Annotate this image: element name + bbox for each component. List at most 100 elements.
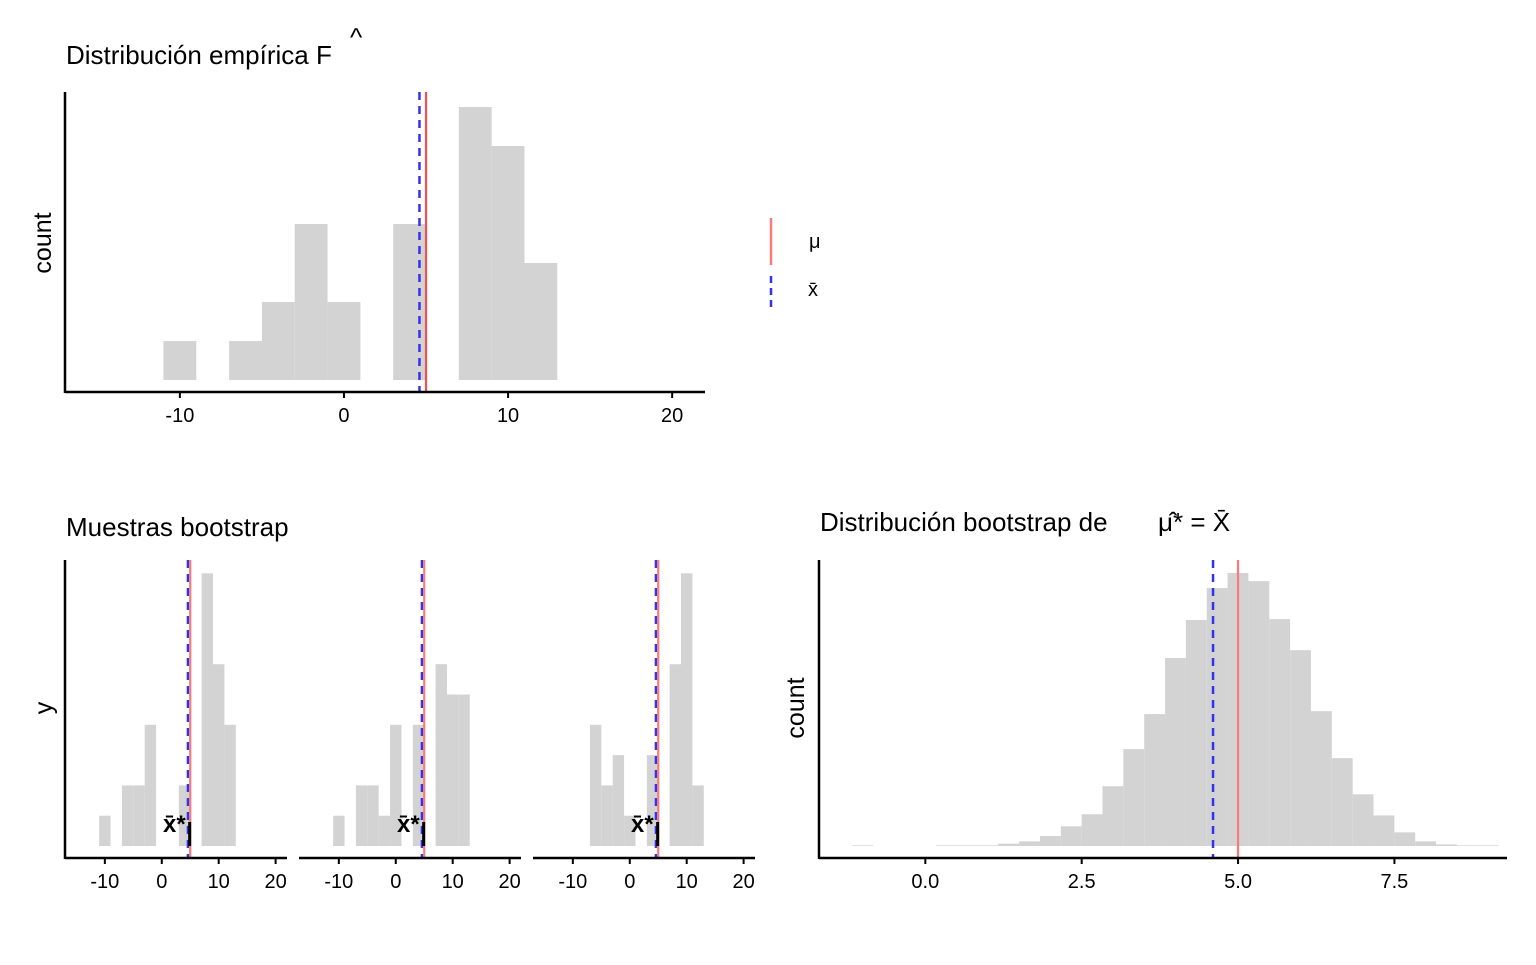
histogram-bar (1269, 619, 1291, 846)
xbar-star-label: x̄* (631, 811, 654, 838)
histogram-bar (201, 573, 213, 846)
panel-title-bootstrap-samples: Muestras bootstrap (66, 512, 289, 542)
x-tick-label: 10 (676, 871, 698, 893)
panel-title-empirical: Distribución empírica F (66, 40, 332, 70)
panel-title-bootstrap-distribution: Distribución bootstrap de (820, 507, 1108, 537)
histogram-bar (333, 815, 345, 846)
histogram-bar (1123, 749, 1145, 846)
histogram-bar (178, 785, 191, 846)
x-tick-label: 20 (498, 871, 520, 893)
histogram-bar (224, 724, 236, 846)
histogram-bar (1081, 814, 1103, 846)
histogram-bar (601, 785, 613, 846)
x-tick-label: 0 (390, 871, 401, 893)
x-tick-label: -10 (90, 871, 119, 893)
plot-area: -10 0 10 20 x̄* -10 0 10 20 x̄* -10 0 10 20 x̄* (63, 560, 755, 893)
xbar-star-label: x̄* (397, 811, 420, 838)
histogram-bar (1477, 845, 1499, 846)
histogram-bar (378, 815, 391, 846)
bootstrap-sample-facet: -10 0 10 20 x̄* (533, 560, 755, 893)
histogram-bar (1019, 841, 1040, 846)
title-math: μ̂* = X̄ (1158, 507, 1230, 537)
histogram-bar (133, 785, 145, 846)
histogram-bar (1394, 832, 1416, 846)
x-tick-label: -10 (165, 405, 194, 427)
histogram-bar (1060, 826, 1082, 846)
histogram-bar (213, 664, 225, 846)
histogram-bar (524, 263, 558, 380)
histogram-bar (447, 694, 459, 846)
histogram-bar (1290, 650, 1311, 846)
histogram-bar (1456, 845, 1478, 846)
x-tick-label: 7.5 (1381, 871, 1409, 893)
x-tick-label: 0 (338, 405, 349, 427)
x-tick-label: 5.0 (1224, 871, 1252, 893)
legend-mu-label: μ (809, 231, 821, 253)
x-tick-label: 2.5 (1068, 871, 1096, 893)
histogram-bar (144, 724, 157, 846)
histogram-bar (669, 664, 681, 846)
xbar-star-label: x̄* (163, 811, 186, 838)
x-tick-label: -10 (324, 871, 353, 893)
histogram-bar (1373, 815, 1395, 846)
histogram-bar (1436, 844, 1457, 846)
histogram-bar (1310, 711, 1332, 846)
x-tick-label: 0 (624, 871, 635, 893)
bootstrap-samples-panel: Muestras bootstrap y -10 0 10 20 x̄* -10 0 10 20… (30, 512, 755, 893)
bootstrap-sample-facet: -10 0 10 20 x̄* (63, 560, 287, 893)
histogram-bar (412, 724, 425, 846)
y-axis-label: y (30, 701, 58, 714)
histogram-bar (99, 815, 111, 846)
histogram-bar (956, 845, 978, 846)
histogram-bar (852, 845, 874, 846)
histogram-bar (491, 146, 525, 380)
title-hat: ^ (350, 22, 363, 52)
histogram-bar (327, 302, 361, 380)
y-axis-label: count (782, 677, 810, 738)
plot-area: 0.0 2.5 5.0 7.5 (817, 560, 1507, 893)
y-axis-label: count (29, 212, 57, 273)
histogram-bar (624, 815, 636, 846)
histogram-bar (121, 785, 134, 846)
x-tick-label: 0 (156, 871, 167, 893)
histogram-bar (1165, 658, 1186, 846)
histogram-bar (1331, 758, 1353, 846)
histogram-bar (458, 694, 470, 846)
histogram-bar (589, 724, 602, 846)
histogram-bar (1352, 794, 1374, 846)
x-tick-label: 20 (264, 871, 286, 893)
bootstrap-distribution-panel: Distribución bootstrap de μ̂* = X̄ count… (782, 507, 1507, 893)
histogram-bar (294, 224, 328, 380)
x-tick-label: 20 (732, 871, 754, 893)
histogram-bar (390, 724, 402, 846)
histogram-bar (1144, 714, 1166, 846)
histogram-bar (229, 341, 262, 380)
legend-xbar-label: x̄ (808, 279, 818, 301)
x-tick-label: 10 (497, 405, 519, 427)
histogram-bar (612, 755, 625, 846)
histogram-bar (935, 845, 957, 846)
empirical-distribution-panel: Distribución empírica F ^ count -10 0 10 20 (29, 22, 705, 427)
histogram-bar (435, 664, 447, 846)
histogram-bar (1206, 588, 1228, 846)
histogram-bar (393, 224, 427, 380)
histogram-bar (355, 785, 368, 846)
x-tick-label: -10 (558, 871, 587, 893)
histogram-bar (1185, 620, 1207, 846)
histogram-bar (1102, 786, 1124, 846)
histogram-bar (977, 845, 999, 846)
histogram-bar (261, 302, 295, 380)
histogram-bar (367, 785, 379, 846)
legend: μ x̄ (769, 218, 821, 311)
histogram-bar (646, 755, 659, 846)
histogram-bar (998, 843, 1020, 846)
histogram-bar (458, 107, 492, 380)
x-tick-label: 10 (208, 871, 230, 893)
x-tick-label: 20 (661, 405, 683, 427)
histogram-bar (1248, 581, 1270, 846)
histogram-bar (681, 573, 693, 846)
histogram-bar (1415, 841, 1437, 846)
x-tick-label: 0.0 (911, 871, 939, 893)
histogram-bar (163, 341, 197, 380)
